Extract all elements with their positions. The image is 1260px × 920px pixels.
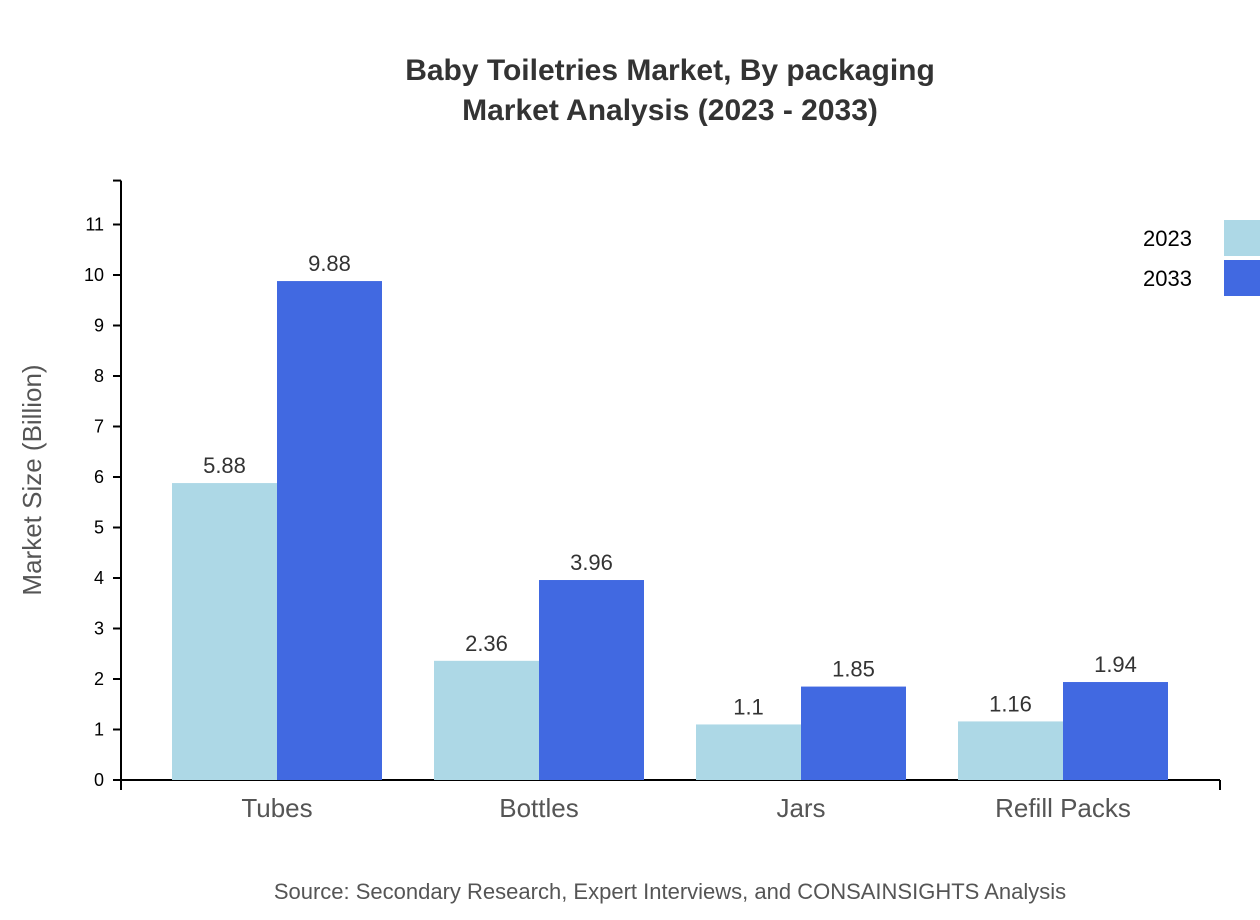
x-tick-label: Tubes bbox=[241, 793, 312, 823]
chart-subtitle: Market Analysis (2023 - 2033) bbox=[462, 94, 878, 127]
source-note: Source: Secondary Research, Expert Inter… bbox=[274, 879, 1066, 904]
y-tick-label: 6 bbox=[94, 467, 104, 487]
y-tick-label: 2 bbox=[94, 669, 104, 689]
y-tick-label: 1 bbox=[94, 720, 104, 740]
y-tick-label: 9 bbox=[94, 316, 104, 336]
bar-2033 bbox=[801, 686, 906, 780]
y-tick-label: 4 bbox=[94, 568, 104, 588]
legend-label: 2023 bbox=[1143, 226, 1192, 251]
legend: 2023 2033 bbox=[1143, 220, 1260, 296]
y-tick-label: 3 bbox=[94, 619, 104, 639]
y-axis: 0 1 2 3 4 5 6 7 8 9 10 11 bbox=[84, 179, 122, 790]
bar-2023 bbox=[958, 721, 1063, 780]
y-tick-label: 5 bbox=[94, 518, 104, 538]
x-tick-label: Jars bbox=[776, 793, 825, 823]
data-label: 1.85 bbox=[832, 657, 875, 682]
legend-label: 2033 bbox=[1143, 266, 1192, 291]
chart-title: Baby Toiletries Market, By packaging bbox=[405, 54, 935, 87]
x-tick-label: Refill Packs bbox=[995, 793, 1131, 823]
data-label: 3.96 bbox=[570, 550, 613, 575]
y-tick-label: 8 bbox=[94, 366, 104, 386]
data-label: 1.94 bbox=[1094, 652, 1137, 677]
bar-2023 bbox=[696, 724, 801, 780]
bar-2033 bbox=[1063, 682, 1168, 780]
data-label: 9.88 bbox=[308, 251, 351, 276]
data-label: 1.1 bbox=[733, 694, 764, 719]
bar-2023 bbox=[172, 483, 277, 780]
y-axis-label: Market Size (Billion) bbox=[17, 364, 47, 595]
x-tick-label: Bottles bbox=[499, 793, 579, 823]
bar-2033 bbox=[277, 281, 382, 780]
x-axis: Tubes Bottles Jars Refill Packs bbox=[120, 779, 1221, 823]
y-tick-label: 0 bbox=[94, 770, 104, 790]
data-label: 5.88 bbox=[203, 453, 246, 478]
data-label: 2.36 bbox=[465, 631, 508, 656]
bar-2023 bbox=[434, 660, 539, 780]
bars: 5.88 9.88 2.36 3.96 1.1 1.85 1.16 1.94 bbox=[172, 251, 1168, 780]
y-tick-label: 7 bbox=[94, 417, 104, 437]
data-label: 1.16 bbox=[989, 691, 1032, 716]
y-tick-label: 10 bbox=[84, 265, 104, 285]
legend-swatch bbox=[1224, 220, 1260, 256]
legend-swatch bbox=[1224, 260, 1260, 296]
bar-2033 bbox=[539, 580, 644, 780]
y-tick-label: 11 bbox=[85, 215, 104, 235]
